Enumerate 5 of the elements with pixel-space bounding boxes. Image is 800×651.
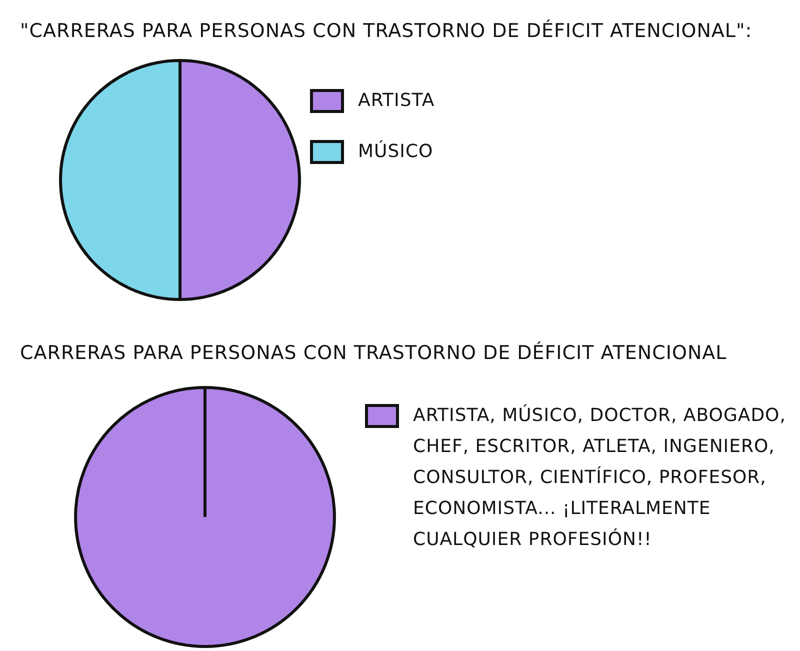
chart-title: "CARRERAS PARA PERSONAS CON TRASTORNO DE DÉFICIT ATENCIONAL": (20, 20, 754, 42)
legend-label: MÚSICO (358, 139, 434, 164)
chart-title: CARRERAS PARA PERSONAS CON TRASTORNO DE DÉFICIT ATENCIONAL (20, 342, 728, 364)
legend-label: ARTISTA, MÚSICO, DOCTOR, ABOGADO, CHEF, ESCRITOR, ATLETA, INGENIERO, CONSULTOR, CIENTÍFICO, PROFESOR, ECONOMISTA... ¡LITERALMENTE CUALQUIER PROFESIÓN!! (413, 403, 787, 552)
legend-label: ARTISTA (358, 89, 435, 113)
